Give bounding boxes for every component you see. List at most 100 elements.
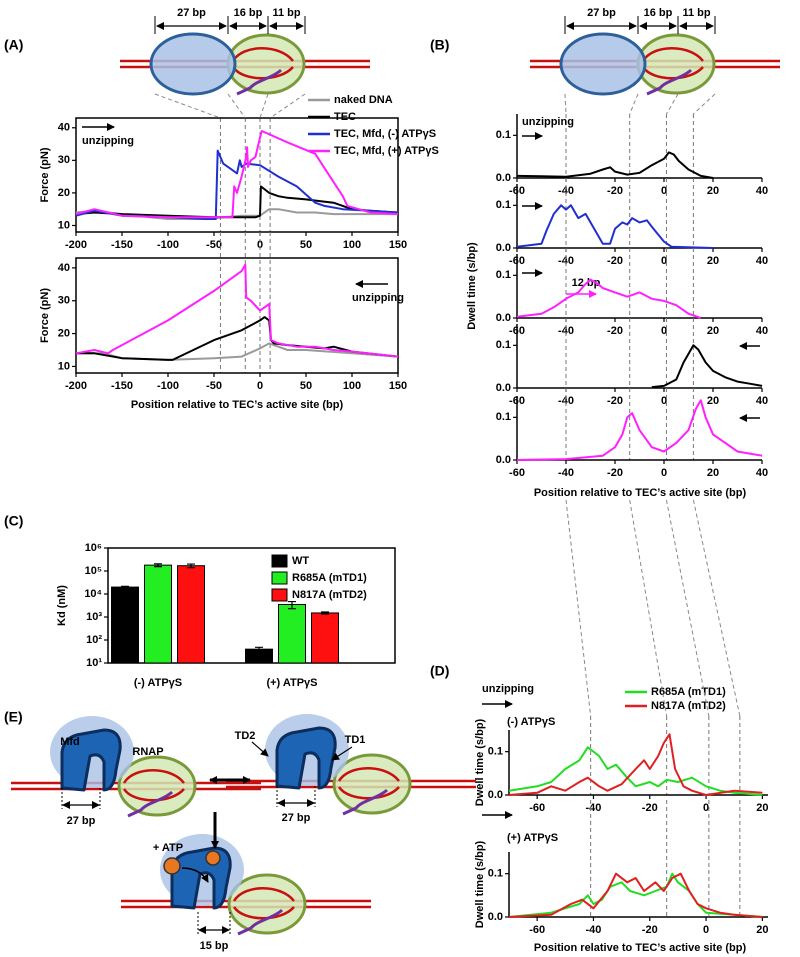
data-line bbox=[508, 733, 763, 796]
diagram-label: 15 bp bbox=[200, 940, 229, 952]
rna bbox=[646, 68, 693, 96]
x-tick-label: -20 bbox=[607, 395, 623, 407]
data-line bbox=[516, 151, 714, 179]
x-tick-label: -20 bbox=[607, 467, 623, 479]
rna bbox=[127, 790, 174, 818]
data-line bbox=[651, 344, 763, 389]
legend-swatch bbox=[271, 571, 288, 585]
error-bar bbox=[255, 646, 263, 652]
y-tick-label: 0.0 bbox=[488, 911, 503, 923]
legend-label: TEC, Mfd, (-) ATPγS bbox=[334, 128, 436, 140]
x-tick-label: -100 bbox=[157, 380, 179, 392]
bar bbox=[311, 612, 339, 664]
y-tick-label: 10² bbox=[86, 634, 102, 646]
y-tick-label: 0.1 bbox=[496, 269, 511, 281]
x-tick-label: -150 bbox=[111, 239, 133, 251]
rna bbox=[342, 788, 389, 816]
mfd bbox=[60, 728, 122, 792]
y-tick-label: 40 bbox=[58, 122, 70, 134]
connector bbox=[666, 93, 679, 115]
y-tick-label: 30 bbox=[58, 154, 70, 166]
x-tick-label: -20 bbox=[607, 185, 623, 197]
y-tick-label: 0.0 bbox=[496, 172, 511, 184]
atp bbox=[163, 857, 181, 875]
x-tick-label: 40 bbox=[756, 395, 768, 407]
x-tick-label: 0 bbox=[703, 924, 709, 936]
panel-label: (D) bbox=[430, 663, 449, 679]
legend-label: TEC bbox=[334, 111, 356, 123]
mfd bbox=[275, 726, 337, 790]
panel-label: (A) bbox=[4, 37, 23, 53]
x-tick-label: 40 bbox=[756, 467, 768, 479]
y-tick-label: 0.1 bbox=[488, 746, 503, 758]
rna bbox=[236, 68, 283, 96]
x-tick-label: -20 bbox=[607, 325, 623, 337]
bubble bbox=[641, 47, 704, 62]
span-label: 11 bp bbox=[682, 7, 710, 19]
legend-label: TEC, Mfd, (+) ATPγS bbox=[334, 145, 439, 157]
x-tick-label: 0 bbox=[703, 802, 709, 814]
x-tick-label: (-) ATPγS bbox=[134, 677, 182, 689]
x-tick-label: -20 bbox=[642, 924, 658, 936]
pointer bbox=[251, 741, 269, 757]
x-tick-label: -40 bbox=[558, 395, 574, 407]
x-tick-label: -60 bbox=[529, 924, 545, 936]
x-tick-label: -100 bbox=[157, 239, 179, 251]
annotation: unzipping bbox=[522, 116, 574, 128]
span-label: 27 bp bbox=[177, 7, 206, 19]
connector bbox=[665, 499, 710, 717]
tec-schematic: 27 bp 16 bp 11 bp bbox=[530, 7, 780, 115]
rna bbox=[237, 908, 284, 936]
y-tick-label: 0.0 bbox=[488, 789, 503, 801]
x-tick-label: 50 bbox=[300, 380, 312, 392]
connector bbox=[629, 93, 639, 115]
error-bar bbox=[288, 600, 296, 610]
atp bbox=[205, 850, 221, 866]
x-tick-label: 20 bbox=[707, 325, 719, 337]
diagram-label: TD1 bbox=[345, 734, 366, 746]
legend-label: R685A (mTD1) bbox=[651, 686, 726, 698]
y-tick-label: 30 bbox=[58, 295, 70, 307]
diagram-label: + ATP bbox=[153, 842, 183, 854]
panel-label: (B) bbox=[430, 37, 449, 53]
x-axis-label: Position relative to TEC’s active site (… bbox=[534, 942, 747, 954]
data-line bbox=[516, 278, 702, 319]
x-tick-label: -50 bbox=[206, 380, 222, 392]
x-tick-label: 150 bbox=[389, 239, 407, 251]
x-tick-label: -40 bbox=[558, 255, 574, 267]
span-label: 16 bp bbox=[644, 7, 673, 19]
data-line bbox=[516, 204, 714, 249]
x-tick-label: 150 bbox=[389, 380, 407, 392]
data-line bbox=[75, 263, 399, 358]
bubble bbox=[122, 788, 185, 802]
x-tick-label: -150 bbox=[111, 380, 133, 392]
error-bar bbox=[187, 563, 195, 569]
connector bbox=[227, 93, 246, 119]
x-tick-label: 0 bbox=[661, 467, 667, 479]
legend-label: WT bbox=[292, 555, 309, 567]
y-axis-label: Dwell time (s/bp) bbox=[466, 242, 478, 330]
x-tick-label: -50 bbox=[206, 239, 222, 251]
bubble bbox=[232, 906, 295, 920]
bubble bbox=[337, 767, 400, 782]
y-tick-label: 0.1 bbox=[496, 129, 511, 141]
y-tick-label: 10³ bbox=[86, 611, 102, 623]
connector bbox=[564, 93, 567, 115]
y-tick-label: 0.0 bbox=[496, 242, 511, 254]
connector bbox=[692, 499, 741, 717]
connector bbox=[154, 93, 221, 119]
x-tick-label: -200 bbox=[65, 380, 87, 392]
plot-frame bbox=[75, 117, 399, 233]
x-tick-label: 20 bbox=[707, 185, 719, 197]
y-tick-label: 0.1 bbox=[496, 199, 511, 211]
x-tick-label: -60 bbox=[509, 467, 525, 479]
x-tick-label: 0 bbox=[661, 395, 667, 407]
y-tick-label: 20 bbox=[58, 327, 70, 339]
x-tick-label: -40 bbox=[586, 802, 602, 814]
legend-label: N817A (mTD2) bbox=[651, 700, 726, 712]
bubble bbox=[641, 66, 704, 80]
x-tick-label: 40 bbox=[756, 325, 768, 337]
annotation: unzipping bbox=[82, 135, 134, 147]
x-tick-label: 40 bbox=[756, 255, 768, 267]
